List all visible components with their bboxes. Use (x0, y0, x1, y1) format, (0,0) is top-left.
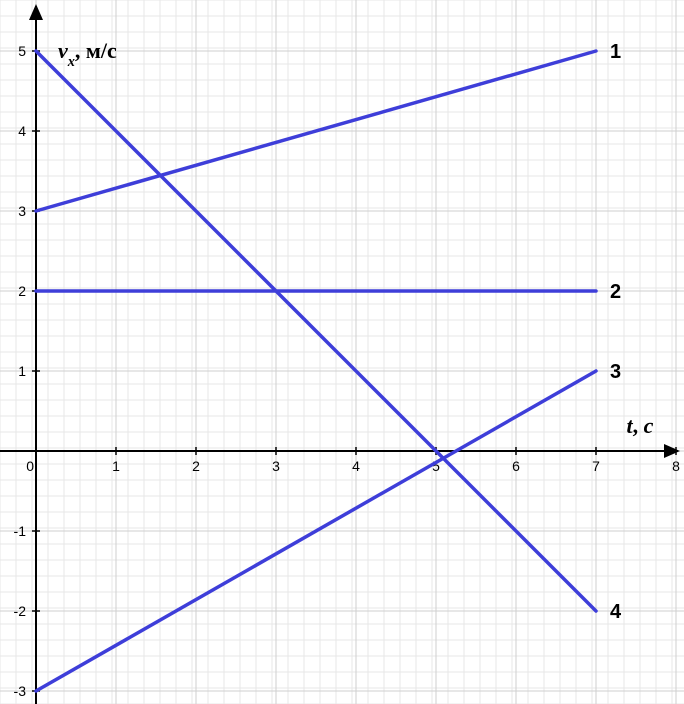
svg-text:7: 7 (592, 458, 600, 474)
svg-text:8: 8 (672, 458, 680, 474)
svg-text:1: 1 (112, 458, 120, 474)
svg-text:4: 4 (18, 123, 26, 139)
svg-text:4: 4 (352, 458, 360, 474)
svg-text:5: 5 (18, 43, 26, 59)
svg-text:0: 0 (26, 458, 34, 474)
svg-text:-1: -1 (14, 523, 27, 539)
x-axis-label: t, c (627, 413, 654, 438)
svg-text:2: 2 (18, 283, 26, 299)
chart-container: 012345678-3-2-112345vx, м/сt, c1234 (0, 0, 684, 704)
series-label-3: 3 (610, 361, 621, 383)
series-label-4: 4 (610, 601, 622, 623)
svg-text:3: 3 (18, 203, 26, 219)
svg-text:3: 3 (272, 458, 280, 474)
svg-text:-2: -2 (14, 603, 27, 619)
svg-text:-3: -3 (14, 683, 27, 699)
series-label-1: 1 (610, 41, 621, 63)
svg-text:2: 2 (192, 458, 200, 474)
svg-text:1: 1 (18, 363, 26, 379)
series-label-2: 2 (610, 281, 621, 303)
svg-text:6: 6 (512, 458, 520, 474)
velocity-time-chart: 012345678-3-2-112345vx, м/сt, c1234 (0, 0, 684, 704)
